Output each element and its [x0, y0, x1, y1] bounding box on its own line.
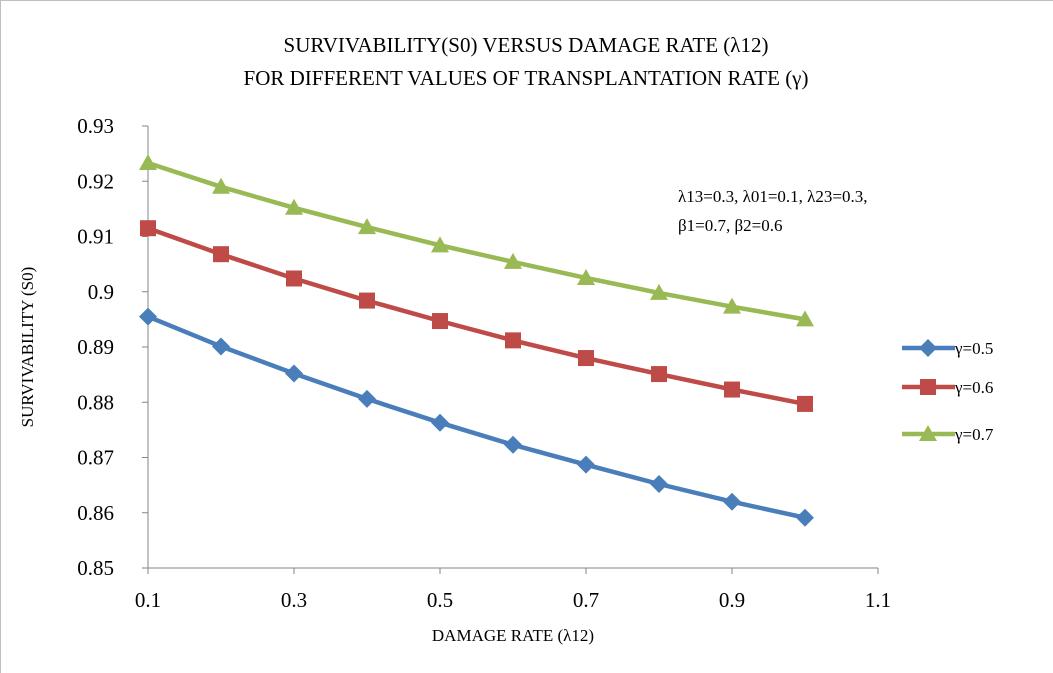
series-layer — [139, 154, 814, 527]
series-line — [147, 226, 806, 407]
data-point-square — [432, 313, 448, 330]
y-tick-label: 0.93 — [77, 114, 114, 138]
data-point-square — [797, 395, 813, 412]
data-point-diamond — [796, 508, 814, 527]
data-point-triangle — [504, 252, 522, 269]
data-point-diamond — [358, 389, 376, 408]
y-tick-label: 0.9 — [88, 280, 114, 304]
data-point-diamond — [431, 413, 449, 432]
y-axis-label: SURVIVABILITY (S0) — [18, 267, 37, 428]
x-tick-label: 0.3 — [281, 588, 307, 612]
series-3 — [139, 154, 814, 327]
y-tick-label: 0.88 — [77, 390, 114, 414]
legend-marker-square — [920, 379, 936, 395]
data-point-diamond — [285, 364, 303, 383]
data-point-square — [140, 220, 156, 237]
data-point-triangle — [431, 236, 449, 253]
x-tick-label: 0.1 — [135, 588, 161, 612]
legend: γ=0.5 γ=0.6 γ=0.7 — [902, 339, 994, 444]
legend-item: γ=0.5 — [902, 339, 993, 358]
data-point-triangle — [723, 297, 741, 314]
y-tick-label: 0.87 — [77, 446, 114, 470]
parameter-annotation-line-2: β1=0.7, β2=0.6 — [678, 216, 782, 235]
x-tick-label: 0.9 — [719, 588, 745, 612]
x-ticks: 0.1 0.3 0.5 0.7 0.9 1.1 — [135, 568, 891, 612]
data-point-diamond — [723, 492, 741, 511]
legend-item: γ=0.7 — [902, 425, 994, 444]
data-point-square — [213, 246, 229, 263]
series-line — [147, 160, 806, 322]
data-point-diamond — [504, 435, 522, 454]
y-ticks: 0.85 0.86 0.87 0.88 0.89 0.9 0.91 0.92 0.93 — [77, 114, 148, 580]
data-point-square — [505, 332, 521, 349]
data-point-triangle — [139, 154, 157, 171]
y-tick-label: 0.89 — [77, 335, 114, 359]
data-point-square — [724, 381, 740, 398]
legend-marker-triangle — [919, 425, 937, 441]
data-point-diamond — [650, 475, 668, 494]
legend-label: γ=0.6 — [954, 378, 993, 397]
legend-label: γ=0.7 — [954, 425, 994, 444]
x-tick-label: 1.1 — [865, 588, 891, 612]
y-tick-label: 0.85 — [77, 556, 114, 580]
data-point-square — [578, 350, 594, 367]
data-point-diamond — [577, 455, 595, 474]
series-line — [147, 314, 806, 520]
data-point-triangle — [650, 283, 668, 300]
chart-title-line-1: SURVIVABILITY(S0) VERSUS DAMAGE RATE (λ1… — [284, 33, 769, 57]
data-point-triangle — [285, 198, 303, 215]
data-point-square — [286, 270, 302, 287]
legend-item: γ=0.6 — [902, 378, 993, 397]
series-2 — [140, 220, 813, 412]
data-point-triangle — [358, 218, 376, 235]
y-tick-label: 0.86 — [77, 501, 114, 525]
chart-title-line-2: FOR DIFFERENT VALUES OF TRANSPLANTATION … — [244, 66, 809, 90]
parameter-annotation-line-1: λ13=0.3, λ01=0.1, λ23=0.3, — [678, 187, 868, 206]
data-point-diamond — [139, 307, 157, 326]
data-point-triangle — [577, 268, 595, 285]
y-tick-label: 0.92 — [77, 169, 114, 193]
x-axis-label: DAMAGE RATE (λ12) — [432, 626, 594, 645]
x-tick-label: 0.7 — [573, 588, 599, 612]
x-tick-label: 0.5 — [427, 588, 453, 612]
series-1 — [139, 307, 814, 527]
legend-marker-diamond — [919, 339, 937, 357]
data-point-square — [651, 366, 667, 383]
data-point-diamond — [212, 337, 230, 356]
data-point-triangle — [212, 177, 230, 194]
data-point-triangle — [796, 310, 814, 327]
legend-label: γ=0.5 — [954, 339, 993, 358]
data-point-square — [359, 292, 375, 309]
y-tick-label: 0.91 — [77, 225, 114, 249]
